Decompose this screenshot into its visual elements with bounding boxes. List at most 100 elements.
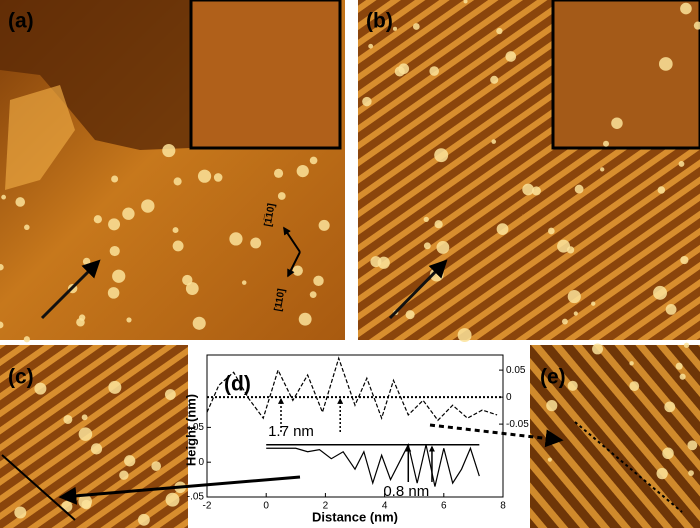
plot-frame bbox=[206, 354, 504, 498]
stm-feature bbox=[173, 177, 182, 186]
stm-feature bbox=[600, 167, 605, 172]
stm-feature bbox=[14, 506, 27, 519]
stm-feature bbox=[547, 227, 555, 235]
panel-label: (a) bbox=[8, 10, 34, 33]
stm-feature bbox=[561, 318, 568, 325]
stm-feature bbox=[112, 269, 126, 283]
stm-feature bbox=[423, 242, 431, 250]
stm-feature bbox=[93, 215, 102, 224]
stm-feature bbox=[665, 304, 677, 315]
stm-feature bbox=[108, 380, 122, 394]
stm-feature bbox=[505, 51, 517, 62]
stm-feature bbox=[309, 291, 317, 298]
direction-label: [1̅10] bbox=[262, 202, 278, 227]
stm-feature bbox=[629, 381, 640, 392]
stm-feature bbox=[491, 139, 497, 144]
stm-feature bbox=[78, 427, 93, 441]
stm-feature bbox=[662, 447, 674, 460]
x-tick-label: 8 bbox=[500, 501, 506, 512]
stm-feature bbox=[298, 312, 312, 326]
stm-feature bbox=[124, 455, 136, 467]
stm-feature bbox=[392, 26, 398, 31]
stm-feature bbox=[15, 197, 26, 207]
y-tick-label: .05 bbox=[190, 422, 204, 433]
stm-feature bbox=[81, 499, 92, 510]
stm-feature bbox=[162, 143, 176, 158]
inset-b bbox=[551, 0, 700, 150]
stm-feature bbox=[522, 183, 534, 196]
stm-feature bbox=[318, 219, 330, 231]
stm-feature bbox=[496, 223, 509, 235]
stm-feature bbox=[172, 227, 179, 234]
annotation: 1.7 nm bbox=[268, 423, 314, 440]
stm-feature bbox=[250, 237, 262, 249]
stm-feature bbox=[119, 470, 129, 480]
stm-feature bbox=[490, 75, 499, 84]
stm-feature bbox=[412, 23, 420, 30]
stm-feature bbox=[394, 66, 405, 77]
stm-feature bbox=[82, 257, 91, 266]
stm-feature bbox=[182, 274, 193, 286]
stm-feature bbox=[657, 186, 666, 194]
stm-feature bbox=[434, 148, 449, 163]
stm-feature bbox=[436, 240, 450, 254]
stm-feature bbox=[111, 175, 119, 183]
stm-feature bbox=[688, 470, 694, 476]
stm-feature bbox=[557, 239, 571, 253]
direction-arrow bbox=[287, 251, 301, 278]
stm-feature bbox=[197, 169, 212, 183]
y-axis-title: Height (nm) bbox=[183, 394, 198, 466]
stm-feature bbox=[273, 168, 284, 178]
stm-feature bbox=[377, 256, 390, 269]
stm-feature bbox=[1, 194, 6, 200]
stm-feature bbox=[573, 311, 578, 316]
x-tick-label: -2 bbox=[203, 501, 212, 512]
y2-tick-label: 0 bbox=[506, 392, 512, 403]
stm-feature bbox=[683, 342, 690, 348]
stm-feature bbox=[591, 301, 596, 306]
stm-feature bbox=[63, 414, 73, 424]
arrow bbox=[40, 259, 101, 320]
stm-feature bbox=[122, 207, 135, 220]
scan-line bbox=[1, 454, 76, 521]
stm-feature bbox=[126, 317, 132, 323]
stm-feature bbox=[172, 240, 184, 252]
stm-feature bbox=[680, 2, 692, 15]
stm-feature bbox=[680, 255, 689, 265]
link-arrow bbox=[429, 423, 564, 448]
stm-feature bbox=[664, 401, 676, 413]
y2-tick-label: -0.05 bbox=[506, 419, 529, 430]
stm-feature bbox=[362, 96, 372, 107]
panel-label: (d) bbox=[224, 373, 251, 396]
direction-arrow bbox=[283, 226, 301, 253]
stm-feature bbox=[546, 400, 558, 412]
stm-feature bbox=[78, 314, 86, 321]
stm-feature bbox=[23, 336, 30, 343]
y-tick-label: -.05 bbox=[187, 492, 205, 503]
stm-feature bbox=[658, 57, 673, 71]
stm-feature bbox=[313, 275, 324, 287]
stm-feature bbox=[656, 467, 668, 480]
stm-feature bbox=[653, 285, 667, 300]
stm-feature bbox=[434, 220, 443, 229]
stm-feature bbox=[423, 216, 429, 223]
stm-feature bbox=[108, 218, 121, 231]
inset-a bbox=[189, 0, 342, 150]
stm-feature bbox=[213, 173, 223, 182]
stm-feature bbox=[531, 186, 541, 196]
stm-feature bbox=[292, 265, 303, 276]
panel-label: (b) bbox=[366, 10, 393, 33]
stm-feature bbox=[109, 245, 120, 257]
profile-line bbox=[206, 356, 498, 422]
stm-feature bbox=[296, 165, 309, 178]
stm-feature bbox=[611, 117, 623, 129]
stm-feature bbox=[0, 264, 4, 271]
x-tick-label: 6 bbox=[441, 501, 447, 512]
stm-feature bbox=[164, 389, 176, 400]
stm-feature bbox=[678, 160, 685, 167]
stm-feature bbox=[24, 224, 30, 231]
stm-feature bbox=[567, 289, 581, 304]
stm-feature bbox=[496, 27, 503, 35]
x-tick-label: 0 bbox=[263, 501, 269, 512]
x-tick-label: 2 bbox=[323, 501, 329, 512]
